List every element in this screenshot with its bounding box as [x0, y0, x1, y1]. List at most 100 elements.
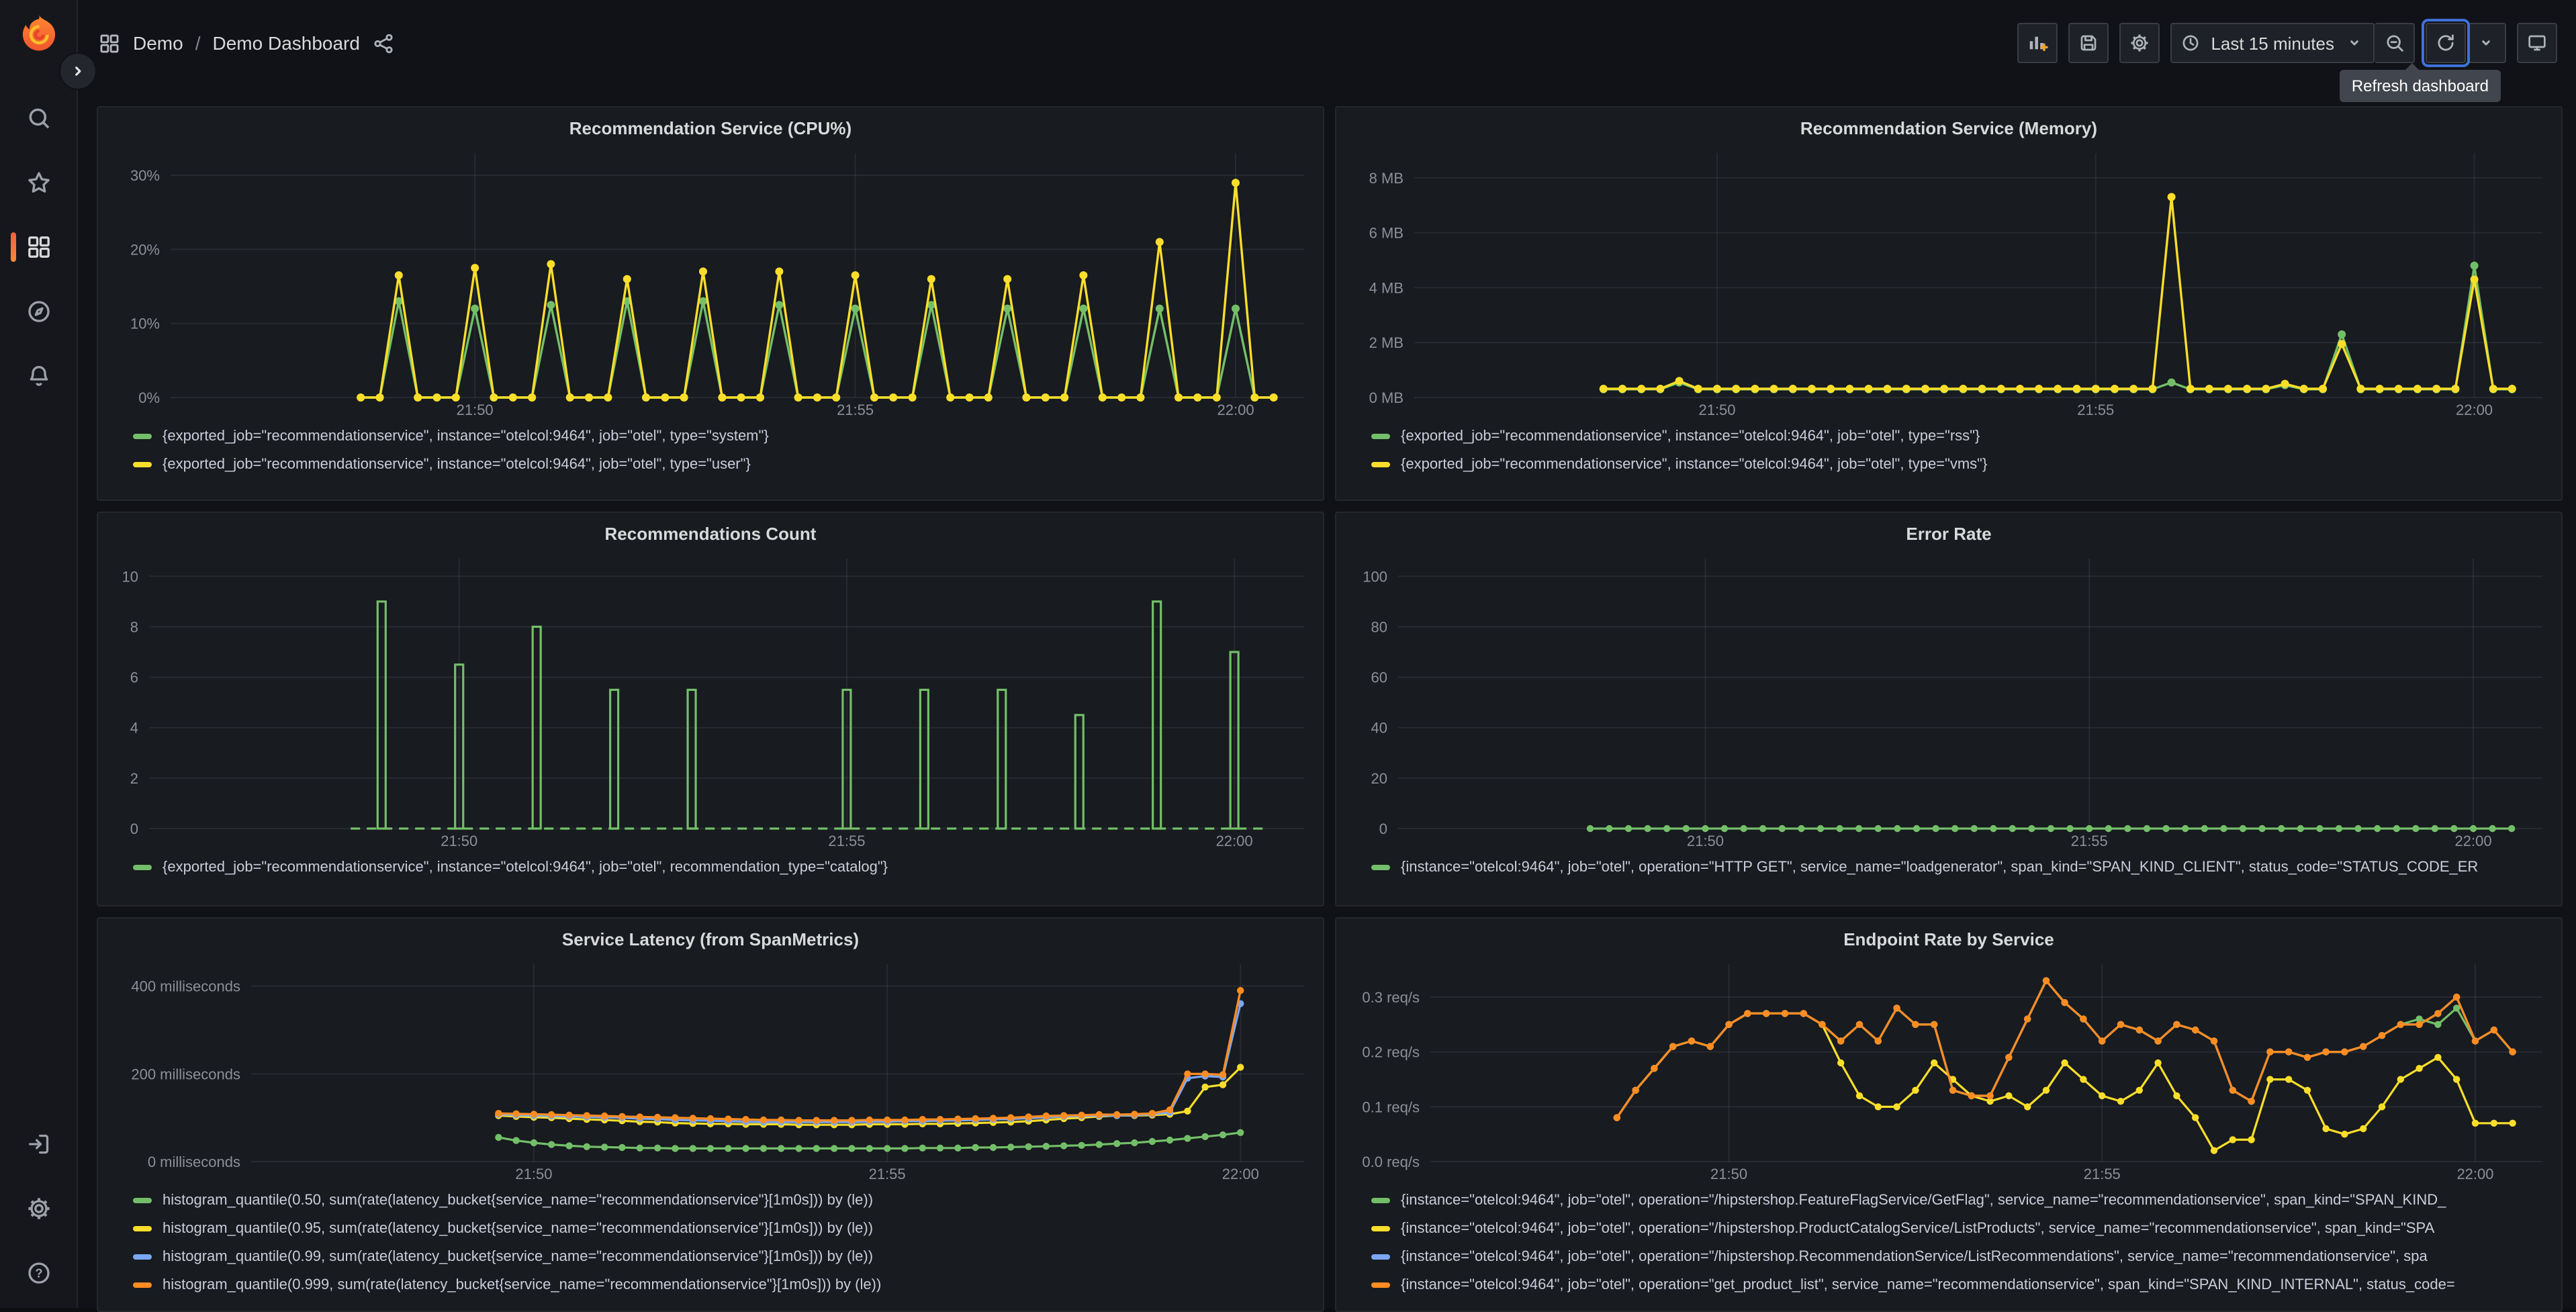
panel-title[interactable]: Recommendation Service (CPU%): [569, 118, 852, 138]
series-label: {instance="otelcol:9464", job="otel", op…: [1401, 1276, 2455, 1293]
panel-error-rate: Error Rate 0 20 40 60 80 100 21:50 21:55 22:00 {…: [1335, 512, 2563, 906]
panel-title[interactable]: Recommendation Service (Memory): [1800, 118, 2098, 138]
refresh-dashboard-button[interactable]: [2426, 23, 2466, 63]
svg-text:21:50: 21:50: [1687, 833, 1724, 849]
series-label: {exported_job="recommendationservice", i…: [163, 859, 888, 875]
svg-text:8: 8: [130, 618, 138, 635]
panel-legend: {exported_job="recommendationservice", i…: [1347, 422, 2550, 478]
legend-item[interactable]: {exported_job="recommendationservice", i…: [1347, 422, 2550, 450]
panel-title[interactable]: Recommendations Count: [604, 524, 817, 544]
star-icon: [25, 169, 52, 196]
sidebar-item-configuration[interactable]: [0, 1182, 77, 1235]
sidebar-item-alerting[interactable]: [0, 349, 77, 403]
svg-text:20%: 20%: [130, 241, 160, 258]
monitor-icon: [2526, 32, 2548, 54]
question-circle-icon: [25, 1260, 52, 1286]
series-label: histogram_quantile(0.999, sum(rate(laten…: [163, 1276, 882, 1293]
share-alt-icon: [372, 32, 395, 54]
time-range-label: Last 15 minutes: [2211, 33, 2334, 53]
series-swatch: [1371, 1254, 1390, 1259]
legend-item[interactable]: {instance="otelcol:9464", job="otel", op…: [1347, 853, 2550, 881]
svg-text:22:00: 22:00: [1222, 1166, 1259, 1182]
sidebar-item-sign-in[interactable]: [0, 1117, 77, 1171]
apps-grid-icon: [98, 32, 121, 54]
svg-text:0 MB: 0 MB: [1369, 389, 1404, 406]
panel-legend: {exported_job="recommendationservice", i…: [109, 422, 1312, 478]
endpoint-rate-chart[interactable]: 0.0 req/s 0.1 req/s 0.2 req/s 0.3 req/s 21:5…: [1347, 956, 2553, 1184]
series-label: {instance="otelcol:9464", job="otel", op…: [1401, 1248, 2428, 1264]
legend-item[interactable]: {exported_job="recommendationservice", i…: [109, 450, 1312, 478]
series-swatch: [1371, 1225, 1390, 1231]
sidebar-expand-button[interactable]: [59, 52, 97, 90]
sidebar-item-explore[interactable]: [0, 285, 77, 338]
svg-text:6: 6: [130, 669, 138, 686]
panel-title[interactable]: Endpoint Rate by Service: [1843, 929, 2054, 949]
svg-text:22:00: 22:00: [1216, 833, 1253, 849]
panel-title[interactable]: Error Rate: [1906, 524, 1992, 544]
svg-text:21:55: 21:55: [828, 833, 865, 849]
sidebar-item-help[interactable]: [0, 1246, 77, 1300]
svg-text:21:55: 21:55: [837, 402, 874, 418]
cycle-view-mode-button[interactable]: [2517, 23, 2557, 63]
zoom-out-button[interactable]: [2375, 23, 2415, 63]
gear-icon: [2129, 32, 2150, 54]
chevron-down-icon: [2475, 32, 2496, 54]
error-rate-chart[interactable]: 0 20 40 60 80 100 21:50 21:55 22:00: [1347, 551, 2553, 851]
svg-text:30%: 30%: [130, 167, 160, 184]
dashboard-grid: Recommendation Service (CPU%) 0% 10% 20% 30…: [97, 106, 2563, 1312]
sidebar-item-search[interactable]: [0, 91, 77, 145]
svg-text:21:55: 21:55: [2077, 402, 2114, 418]
svg-text:10%: 10%: [130, 316, 160, 332]
series-swatch: [133, 433, 152, 438]
memory-chart[interactable]: 0 MB 2 MB 4 MB 6 MB 8 MB 21:50 21:55 22:00: [1347, 145, 2553, 420]
svg-text:21:50: 21:50: [441, 833, 477, 849]
add-panel-button[interactable]: [2017, 23, 2058, 63]
svg-text:0.1 req/s: 0.1 req/s: [1362, 1098, 1420, 1115]
series-swatch: [133, 1225, 152, 1231]
legend-item[interactable]: histogram_quantile(0.999, sum(rate(laten…: [109, 1270, 1312, 1299]
series-label: {exported_job="recommendationservice", i…: [163, 428, 769, 444]
share-dashboard-button[interactable]: [372, 32, 395, 54]
series-swatch: [1371, 461, 1390, 467]
legend-item[interactable]: {exported_job="recommendationservice", i…: [109, 853, 1312, 881]
panel-legend: {instance="otelcol:9464", job="otel", op…: [1347, 853, 2550, 881]
series-swatch: [1371, 864, 1390, 870]
chevron-down-icon: [2344, 32, 2365, 54]
panel-legend: {exported_job="recommendationservice", i…: [109, 853, 1312, 881]
header: Demo / Demo Dashboard Last 15 minutes: [77, 0, 2576, 86]
legend-item[interactable]: histogram_quantile(0.95, sum(rate(latenc…: [109, 1214, 1312, 1242]
bell-icon: [25, 363, 52, 389]
panel-title[interactable]: Service Latency (from SpanMetrics): [561, 929, 860, 949]
breadcrumb-folder[interactable]: Demo: [133, 32, 183, 54]
save-dashboard-button[interactable]: [2068, 23, 2109, 63]
legend-item[interactable]: {instance="otelcol:9464", job="otel", op…: [1347, 1242, 2550, 1270]
breadcrumb: Demo / Demo Dashboard: [98, 32, 395, 54]
dashboard-settings-button[interactable]: [2119, 23, 2160, 63]
series-label: {instance="otelcol:9464", job="otel", op…: [1401, 859, 2479, 875]
service-latency-chart[interactable]: 0 milliseconds 200 milliseconds 400 millis…: [109, 956, 1315, 1184]
grafana-logo-icon[interactable]: [15, 11, 61, 56]
legend-item[interactable]: {instance="otelcol:9464", job="otel", op…: [1347, 1186, 2550, 1214]
series-swatch: [133, 1254, 152, 1259]
compass-icon: [25, 298, 52, 325]
sidebar-item-dashboards[interactable]: [0, 220, 77, 274]
legend-item[interactable]: {exported_job="recommendationservice", i…: [1347, 450, 2550, 478]
svg-text:22:00: 22:00: [2455, 833, 2492, 849]
svg-text:0.3 req/s: 0.3 req/s: [1362, 989, 1420, 1006]
refresh-interval-dropdown[interactable]: [2466, 23, 2506, 63]
legend-item[interactable]: {exported_job="recommendationservice", i…: [109, 422, 1312, 450]
breadcrumb-dashboard[interactable]: Demo Dashboard: [212, 32, 360, 54]
recommendations-count-chart[interactable]: 0 2 4 6 8 10 21:50 21:55 22:00: [109, 551, 1315, 851]
legend-item[interactable]: {instance="otelcol:9464", job="otel", op…: [1347, 1270, 2550, 1299]
legend-item[interactable]: {instance="otelcol:9464", job="otel", op…: [1347, 1214, 2550, 1242]
panel-memory: Recommendation Service (Memory) 0 MB 2 MB…: [1335, 106, 2563, 501]
sidebar-item-starred[interactable]: [0, 156, 77, 209]
toolbar: Last 15 minutes: [2017, 23, 2557, 63]
time-range-picker[interactable]: Last 15 minutes: [2170, 23, 2375, 63]
svg-text:10: 10: [122, 568, 138, 585]
series-label: {exported_job="recommendationservice", i…: [1401, 456, 1988, 472]
legend-item[interactable]: histogram_quantile(0.50, sum(rate(latenc…: [109, 1186, 1312, 1214]
panel-service-latency: Service Latency (from SpanMetrics) 0 mil…: [97, 917, 1324, 1312]
cpu-chart[interactable]: 0% 10% 20% 30% 21:50 21:55 22:00: [109, 145, 1315, 420]
legend-item[interactable]: histogram_quantile(0.99, sum(rate(latenc…: [109, 1242, 1312, 1270]
